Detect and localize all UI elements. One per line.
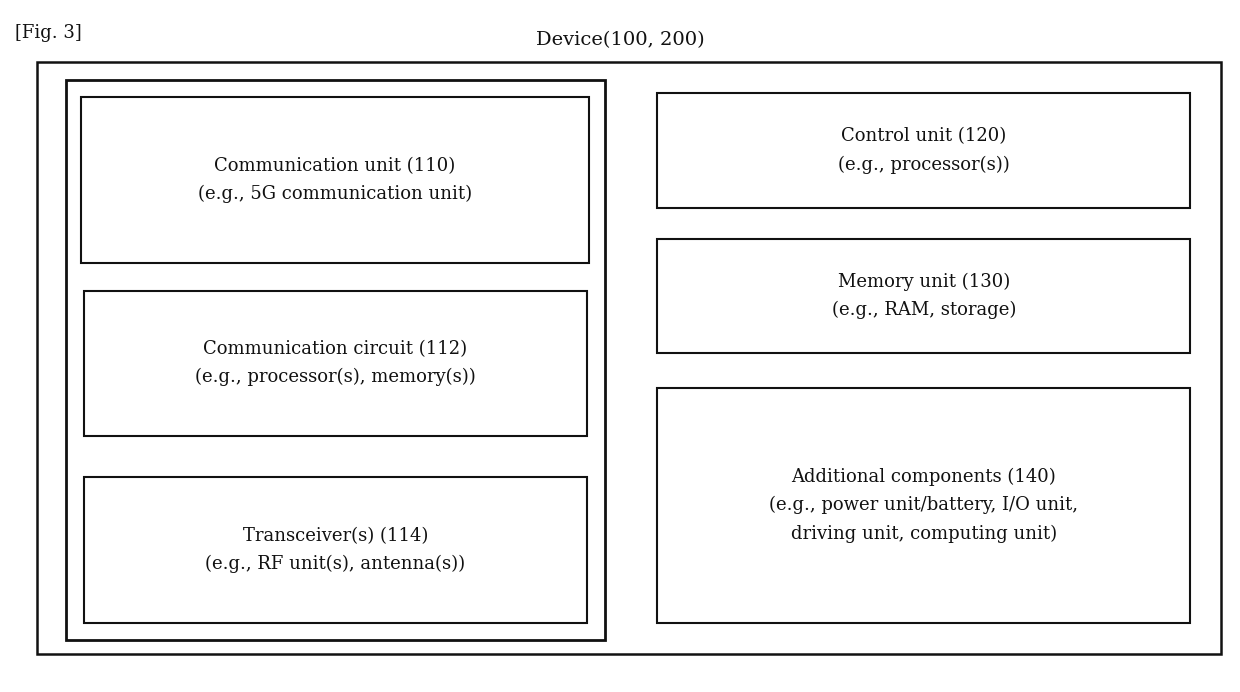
Text: Additional components (140)
(e.g., power unit/battery, I/O unit,
driving unit, c: Additional components (140) (e.g., power… <box>769 468 1079 543</box>
Text: Transceiver(s) (114)
(e.g., RF unit(s), antenna(s)): Transceiver(s) (114) (e.g., RF unit(s), … <box>206 527 465 573</box>
Bar <box>657 239 1190 353</box>
Text: Memory unit (130)
(e.g., RAM, storage): Memory unit (130) (e.g., RAM, storage) <box>832 273 1016 319</box>
Text: Communication unit (110)
(e.g., 5G communication unit): Communication unit (110) (e.g., 5G commu… <box>197 157 472 203</box>
Bar <box>84 291 587 436</box>
Bar <box>81 97 589 263</box>
Text: Communication circuit (112)
(e.g., processor(s), memory(s)): Communication circuit (112) (e.g., proce… <box>195 340 476 386</box>
Bar <box>657 93 1190 208</box>
Text: [Fig. 3]: [Fig. 3] <box>15 24 82 42</box>
Bar <box>66 80 605 640</box>
Bar <box>37 62 1221 654</box>
Text: Device(100, 200): Device(100, 200) <box>536 31 704 49</box>
Bar <box>657 388 1190 623</box>
Bar <box>84 477 587 623</box>
Text: Control unit (120)
(e.g., processor(s)): Control unit (120) (e.g., processor(s)) <box>838 127 1009 174</box>
